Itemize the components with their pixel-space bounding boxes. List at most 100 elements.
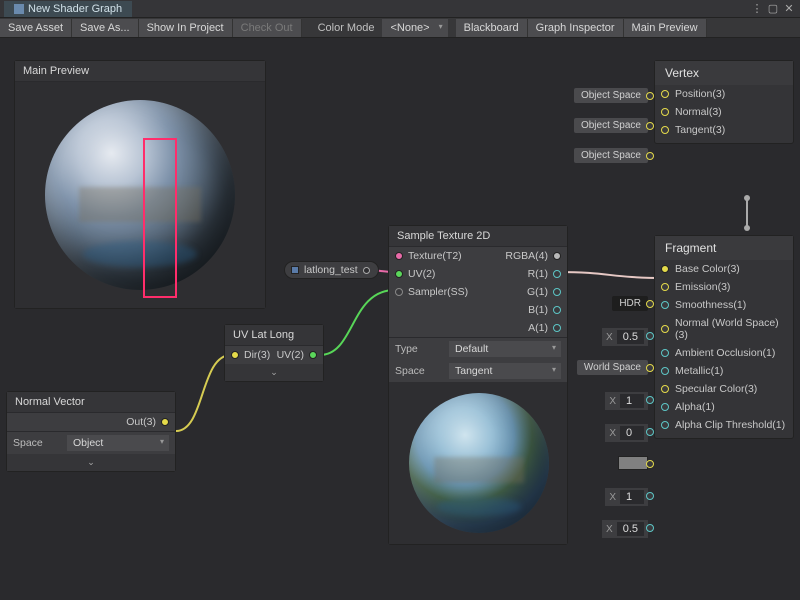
property-label: latlong_test	[304, 264, 358, 276]
main-preview-panel: Main Preview	[14, 60, 266, 309]
output-port-b[interactable]	[553, 306, 561, 314]
property-output-port[interactable]	[363, 267, 370, 274]
input-port-uv[interactable]	[395, 270, 403, 278]
input-port-specular[interactable]	[661, 385, 669, 393]
collapse-toggle[interactable]: ⌄	[225, 364, 323, 381]
port-label: Specular Color(3)	[675, 383, 757, 395]
input-port-alphaclip[interactable]	[661, 421, 669, 429]
port-label: Sampler(SS)	[408, 286, 468, 298]
chip-port[interactable]	[646, 300, 654, 308]
input-port-basecolor[interactable]	[661, 265, 669, 273]
port-label: G(1)	[527, 286, 548, 298]
ao-value[interactable]: X1	[605, 392, 648, 410]
shader-graph-icon	[14, 4, 24, 14]
port-label: Metallic(1)	[675, 365, 723, 377]
input-port-sampler[interactable]	[395, 288, 403, 296]
node-normal-vector[interactable]: Normal Vector Out(3) Space Object ⌄	[6, 391, 176, 472]
output-port[interactable]	[161, 418, 169, 426]
port-label: Out(3)	[126, 416, 156, 428]
save-as-button[interactable]: Save As...	[72, 19, 139, 37]
chip-port[interactable]	[646, 492, 654, 500]
port-label: Dir(3)	[244, 349, 270, 361]
input-port-position[interactable]	[661, 90, 669, 98]
window-titlebar: New Shader Graph ⋮ ▢ ✕	[0, 0, 800, 18]
metallic-value[interactable]: X0	[605, 424, 648, 442]
node-uv-latlong[interactable]: UV Lat Long Dir(3) UV(2) ⌄	[224, 324, 324, 382]
port-label: Alpha Clip Threshold(1)	[675, 419, 785, 431]
chip-port[interactable]	[646, 364, 654, 372]
collapse-toggle[interactable]: ⌄	[7, 454, 175, 471]
port-label: Position(3)	[675, 88, 725, 100]
node-header: Sample Texture 2D	[389, 226, 567, 247]
alpha-value[interactable]: X1	[605, 488, 648, 506]
chip-port[interactable]	[646, 460, 654, 468]
preview-viewport[interactable]	[15, 82, 265, 308]
space-dropdown[interactable]: Object	[67, 435, 169, 451]
check-out-button: Check Out	[233, 19, 302, 37]
close-icon[interactable]: ✕	[782, 2, 796, 15]
specular-swatch[interactable]	[618, 456, 648, 470]
highlight-rect	[143, 138, 177, 298]
chip-world-space[interactable]: World Space	[577, 360, 648, 375]
port-label: Normal (World Space)(3)	[675, 317, 787, 341]
chip-port[interactable]	[646, 332, 654, 340]
port-label: RGBA(4)	[505, 250, 548, 262]
input-port-normal[interactable]	[661, 108, 669, 116]
port-label: B(1)	[528, 304, 548, 316]
chip-port[interactable]	[646, 524, 654, 532]
node-header: UV Lat Long	[225, 325, 323, 346]
chip-hdr[interactable]: HDR	[612, 296, 648, 311]
input-port-tangent[interactable]	[661, 126, 669, 134]
port-label: Emission(3)	[675, 281, 730, 293]
alphaclip-value[interactable]: X0.5	[602, 520, 648, 538]
window-tab[interactable]: New Shader Graph	[4, 1, 132, 17]
smoothness-value[interactable]: X0.5	[602, 328, 648, 346]
node-sample-texture-2d[interactable]: Sample Texture 2D Texture(T2) RGBA(4) UV…	[388, 225, 568, 545]
input-port-smoothness[interactable]	[661, 301, 669, 309]
chip-object-space[interactable]: Object Space	[574, 118, 648, 133]
panel-header: Main Preview	[15, 61, 265, 82]
color-mode-dropdown[interactable]: <None>	[382, 19, 447, 37]
chip-object-space[interactable]: Object Space	[574, 148, 648, 163]
main-preview-button[interactable]: Main Preview	[624, 19, 707, 37]
output-port-a[interactable]	[553, 324, 561, 332]
space-label: Space	[395, 365, 443, 377]
input-port-metallic[interactable]	[661, 367, 669, 375]
save-asset-button[interactable]: Save Asset	[0, 19, 72, 37]
input-port-texture[interactable]	[395, 252, 403, 260]
chip-port[interactable]	[646, 122, 654, 130]
port-label: UV(2)	[277, 349, 304, 361]
kebab-icon[interactable]: ⋮	[750, 2, 764, 15]
chip-port[interactable]	[646, 92, 654, 100]
window-title: New Shader Graph	[28, 3, 122, 15]
chip-port[interactable]	[646, 152, 654, 160]
chip-port[interactable]	[646, 396, 654, 404]
property-latlong-test[interactable]: latlong_test	[284, 261, 379, 279]
port-label: Normal(3)	[675, 106, 722, 118]
node-header: Normal Vector	[7, 392, 175, 413]
minimize-icon[interactable]: ▢	[766, 2, 780, 15]
output-port-rgba[interactable]	[553, 252, 561, 260]
input-port-alpha[interactable]	[661, 403, 669, 411]
input-port-dir[interactable]	[231, 351, 239, 359]
port-label: R(1)	[528, 268, 548, 280]
port-label: UV(2)	[408, 268, 435, 280]
port-label: A(1)	[528, 322, 548, 334]
type-dropdown[interactable]: Default	[449, 341, 561, 357]
output-port-g[interactable]	[553, 288, 561, 296]
input-port-ao[interactable]	[661, 349, 669, 357]
input-port-normal-ws[interactable]	[661, 325, 669, 333]
blackboard-button[interactable]: Blackboard	[456, 19, 528, 37]
output-port-uv[interactable]	[309, 351, 317, 359]
output-port-r[interactable]	[553, 270, 561, 278]
graph-inspector-button[interactable]: Graph Inspector	[528, 19, 624, 37]
show-in-project-button[interactable]: Show In Project	[139, 19, 233, 37]
graph-canvas[interactable]: Main Preview Normal Vector Out(3) Space …	[0, 38, 800, 600]
block-header: Vertex	[655, 61, 793, 85]
space-dropdown[interactable]: Tangent	[449, 363, 561, 379]
chip-port[interactable]	[646, 428, 654, 436]
fragment-block[interactable]: Fragment Base Color(3) Emission(3) Smoot…	[654, 235, 794, 439]
input-port-emission[interactable]	[661, 283, 669, 291]
chip-object-space[interactable]: Object Space	[574, 88, 648, 103]
vertex-block[interactable]: Vertex Position(3) Normal(3) Tangent(3)	[654, 60, 794, 144]
